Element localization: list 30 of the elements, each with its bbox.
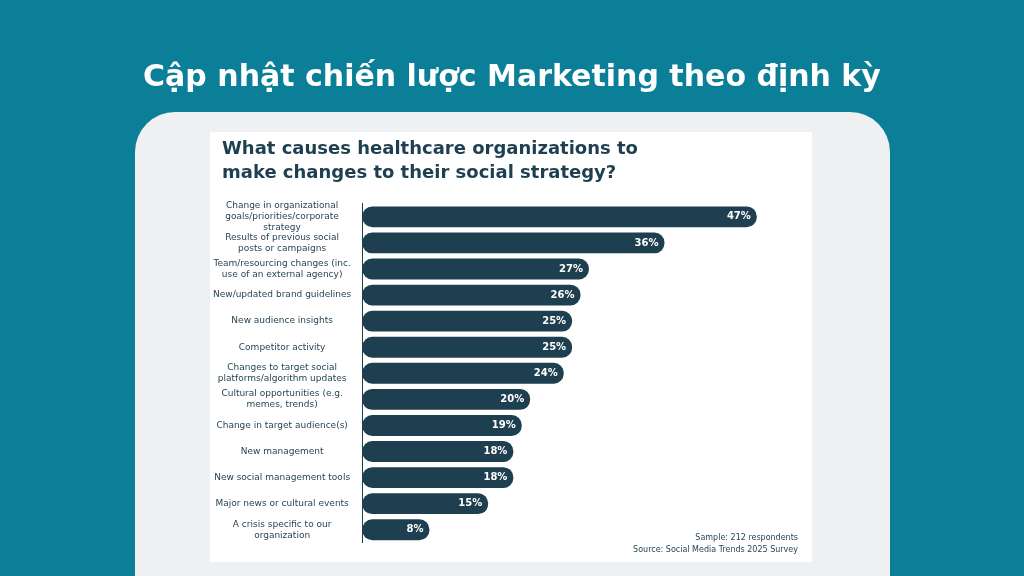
data-label: 26% — [550, 288, 575, 300]
data-label: 25% — [542, 314, 567, 326]
data-label: 8% — [406, 523, 424, 535]
data-label: 18% — [483, 445, 508, 457]
y-tick-label: Competitor activity — [238, 341, 327, 352]
y-tick-label: New social management tools — [214, 471, 351, 482]
y-tick-label: Change in target audience(s) — [216, 419, 348, 430]
data-label: 19% — [491, 419, 516, 431]
data-label: 27% — [558, 262, 583, 274]
y-tick-label: New/updated brand guidelines — [212, 289, 352, 300]
data-label: 20% — [500, 392, 525, 404]
y-tick-label: A crisis specific to our organization — [232, 518, 332, 540]
y-tick-label: Team/resourcing changes (inc. use of an external agency) — [212, 257, 351, 279]
y-tick-label: Change in organizational goals/priorities/corporate strategy — [225, 200, 340, 232]
data-label: 18% — [483, 471, 508, 483]
data-label: 15% — [458, 497, 483, 509]
y-tick-label: New audience insights — [231, 315, 334, 326]
y-tick-label: Major news or cultural events — [215, 498, 350, 509]
source-note: Source: Social Media Trends 2025 Survey — [633, 544, 798, 556]
data-label: 36% — [634, 236, 659, 248]
data-label: 25% — [542, 340, 567, 352]
data-label: 24% — [533, 366, 558, 378]
chart-subtitle: What causes healthcare organizations to make changes to their social strategy? — [222, 136, 639, 184]
annotation: Sample: 212 respondents — [694, 532, 798, 544]
y-tick-label: New management — [240, 445, 324, 456]
chart-title: Cập nhật chiến lược Marketing theo định kỳ — [142, 58, 882, 93]
y-tick-label: Results of previous social posts or campaigns — [225, 231, 340, 253]
y-tick-label: Cultural opportunities (e.g. memes, trends) — [221, 388, 343, 410]
data-label: 47% — [726, 210, 751, 222]
y-tick-label: Changes to target social platforms/algorithm updates — [217, 362, 347, 384]
